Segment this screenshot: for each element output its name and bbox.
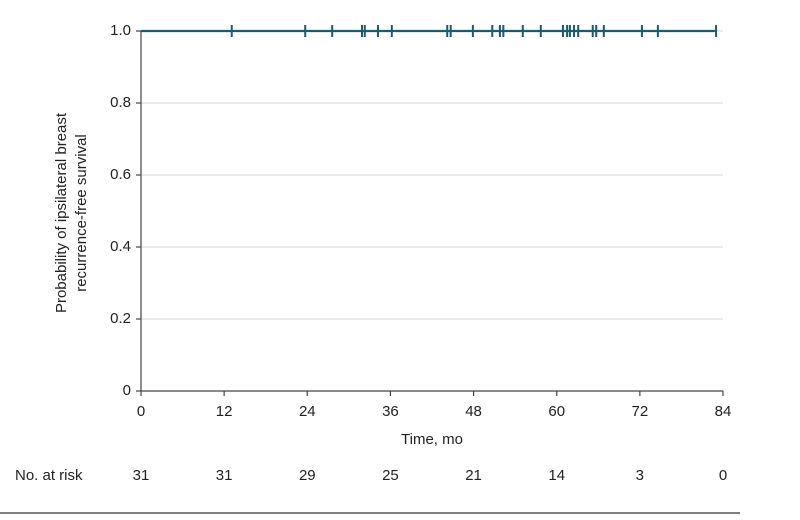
risk-count: 29 bbox=[299, 467, 316, 484]
risk-label: No. at risk bbox=[15, 467, 83, 484]
y-tick-label: 0.2 bbox=[110, 310, 131, 327]
risk-count: 31 bbox=[133, 467, 150, 484]
x-tick-label: 84 bbox=[715, 403, 732, 420]
x-tick-label: 36 bbox=[382, 403, 399, 420]
x-tick-label: 72 bbox=[632, 403, 649, 420]
risk-count: 3 bbox=[636, 467, 644, 484]
x-tick-label: 48 bbox=[465, 403, 482, 420]
risk-count: 0 bbox=[719, 467, 727, 484]
risk-count: 31 bbox=[216, 467, 233, 484]
x-tick-label: 12 bbox=[216, 403, 233, 420]
y-axis-label: Probability of ipsilateral breast recurr… bbox=[53, 112, 90, 313]
risk-count: 25 bbox=[382, 467, 399, 484]
y-tick-label: 0.8 bbox=[110, 94, 131, 111]
y-tick-label: 1.0 bbox=[110, 22, 131, 39]
x-tick-label: 24 bbox=[299, 403, 316, 420]
y-axis-label-line: recurrence-free survival bbox=[73, 134, 90, 292]
y-tick-label: 0 bbox=[123, 382, 131, 399]
y-tick-label: 0.4 bbox=[110, 238, 131, 255]
y-axis-label-line: Probability of ipsilateral breast bbox=[53, 112, 70, 313]
risk-count: 21 bbox=[465, 467, 482, 484]
x-axis-label: Time, mo bbox=[401, 431, 463, 448]
y-tick-label: 0.6 bbox=[110, 166, 131, 183]
x-tick-label: 0 bbox=[137, 403, 145, 420]
x-tick-label: 60 bbox=[548, 403, 565, 420]
risk-count: 14 bbox=[548, 467, 565, 484]
